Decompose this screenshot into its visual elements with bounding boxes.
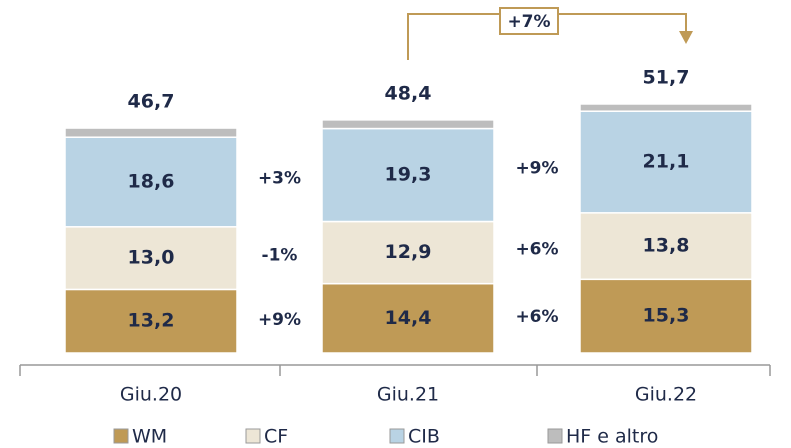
bar-segment <box>321 282 495 354</box>
bar-segment <box>579 278 753 354</box>
bar-segment <box>321 127 495 223</box>
value-label: 13,0 <box>128 247 175 269</box>
growth-label: +9% <box>258 310 301 330</box>
bar-segment <box>321 119 495 130</box>
legend-label: HF e altro <box>566 426 658 448</box>
bar-segment <box>579 110 753 214</box>
legend-label: WM <box>132 426 167 448</box>
growth-label: +9% <box>515 159 558 179</box>
total-growth: +7% <box>507 12 550 32</box>
value-label: 13,2 <box>128 310 175 332</box>
bar-segment <box>579 103 753 112</box>
value-label: 19,3 <box>385 164 432 186</box>
growth-label: +6% <box>515 239 558 259</box>
x-tick-label: Giu.20 <box>120 384 182 406</box>
legend-label: CIB <box>408 426 440 448</box>
growth-box <box>499 7 559 35</box>
value-label: 14,4 <box>385 307 432 329</box>
value-label: 18,6 <box>128 171 175 193</box>
growth-label: -1% <box>262 245 298 265</box>
growth-label: +3% <box>258 169 301 189</box>
value-label: 13,8 <box>643 235 690 257</box>
total-label: 51,7 <box>643 66 690 88</box>
value-label: 21,1 <box>643 151 690 173</box>
growth-label: +6% <box>515 307 558 327</box>
bar-segment <box>579 212 753 281</box>
legend-swatch <box>389 428 405 444</box>
legend-swatch <box>245 428 261 444</box>
bar-segment <box>321 220 495 285</box>
total-label: 46,7 <box>128 91 175 113</box>
bar-segment <box>64 226 238 291</box>
value-label: 15,3 <box>643 305 690 327</box>
value-label: 12,9 <box>385 241 432 263</box>
x-tick-label: Giu.21 <box>377 384 439 406</box>
legend-swatch <box>113 428 129 444</box>
arrow-head <box>679 31 693 44</box>
legend-label: CF <box>264 426 288 448</box>
x-tick-label: Giu.22 <box>635 384 697 406</box>
bar-segment <box>64 127 238 138</box>
bar-segment <box>64 288 238 354</box>
legend-swatch <box>547 428 563 444</box>
total-label: 48,4 <box>385 82 432 104</box>
